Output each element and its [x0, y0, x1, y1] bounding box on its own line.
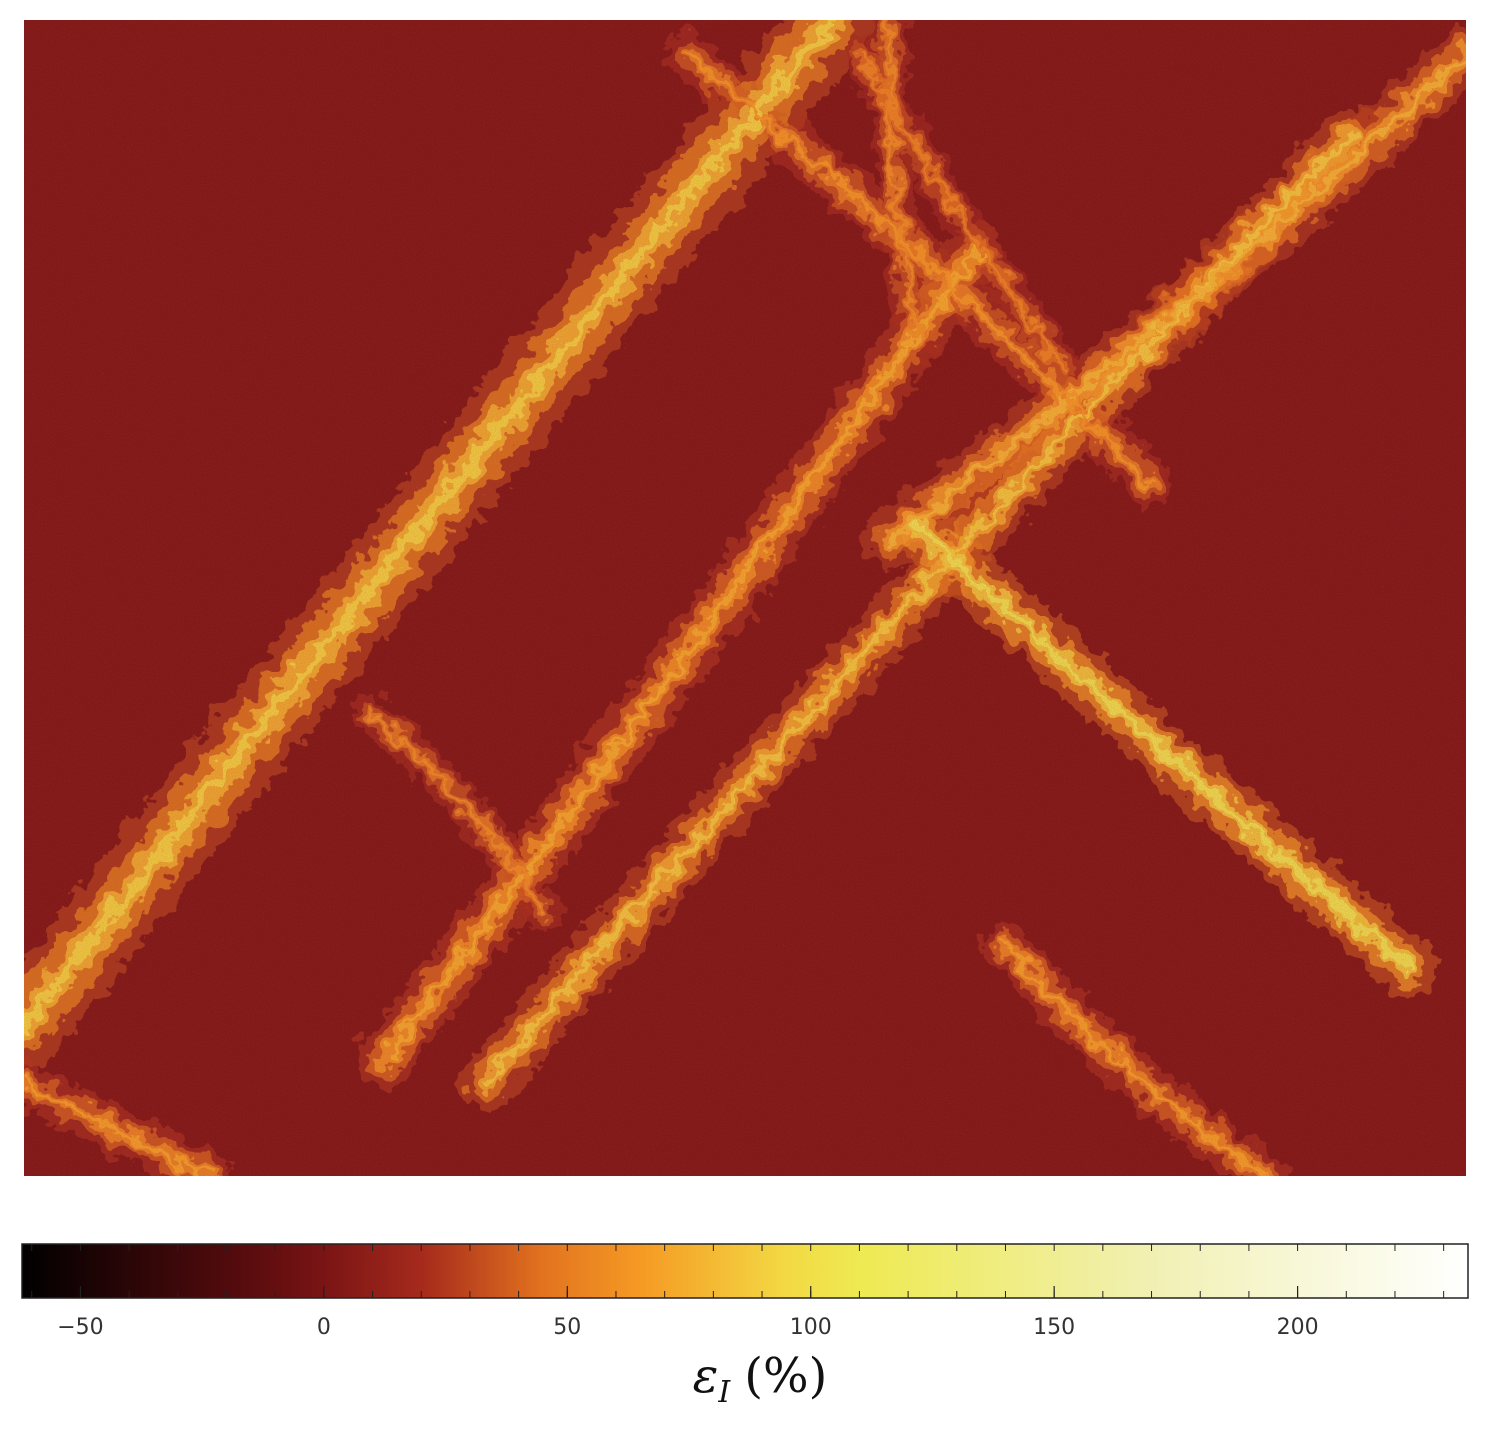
colorbar-tick-label: 200 [1277, 1315, 1319, 1340]
colorbar-title-subscript: I [717, 1375, 731, 1410]
colorbar-tick-label: −50 [57, 1315, 103, 1340]
colorbar-tick-label: 50 [553, 1315, 581, 1340]
heatmap [24, 20, 1466, 1176]
colorbar-ticks: −50 0 50 100 150 200 [57, 1286, 1319, 1340]
colorbar-tick-label: 150 [1033, 1315, 1075, 1340]
colorbar-title-unit: (%) [744, 1348, 827, 1404]
colorbar-tick-label: 0 [317, 1315, 331, 1340]
colorbar: −50 0 50 100 150 200 εI (%) [21, 1243, 1469, 1410]
colorbar-tick-label: 100 [790, 1315, 832, 1340]
colorbar-strip [21, 1243, 1469, 1299]
heatmap-texture [24, 20, 1466, 1176]
colorbar-title-symbol: ε [693, 1348, 719, 1404]
colorbar-title: εI (%) [693, 1348, 828, 1410]
